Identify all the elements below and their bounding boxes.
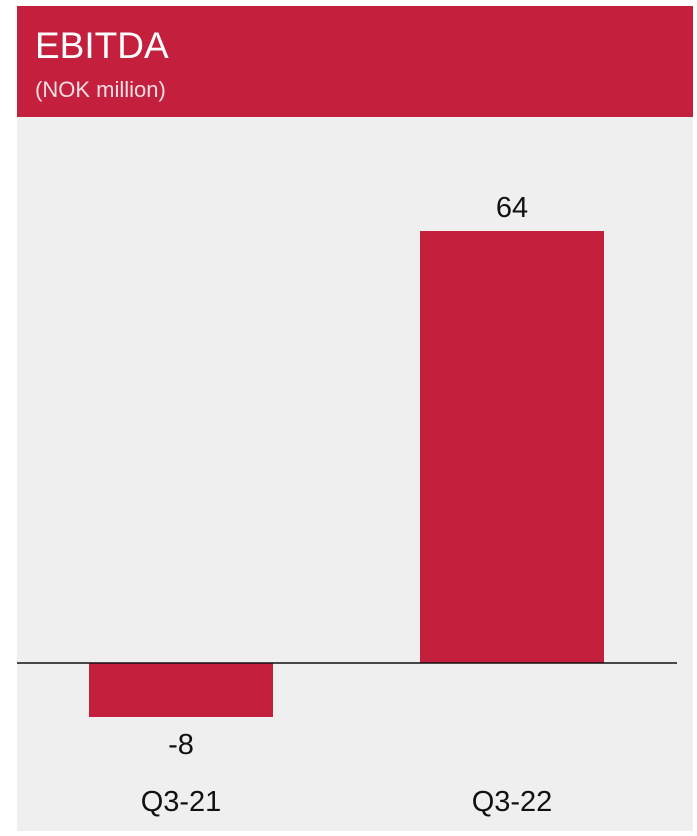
chart-panel: EBITDA (NOK million) -8 Q3-21 64 Q3-22: [17, 6, 693, 831]
bar-q3-22: [420, 231, 604, 663]
data-label-q3-21: -8: [168, 729, 194, 761]
ebitda-bar-chart: -8 Q3-21 64 Q3-22: [17, 192, 677, 818]
data-label-q3-22: 64: [496, 192, 528, 224]
x-tick-label-q3-22: Q3-22: [472, 786, 553, 818]
bar-q3-21: [89, 663, 273, 717]
x-tick-label-q3-21: Q3-21: [141, 786, 222, 818]
chart-subtitle: (NOK million): [35, 77, 166, 102]
chart-header: EBITDA (NOK million): [17, 6, 693, 117]
chart-title: EBITDA: [35, 25, 169, 66]
